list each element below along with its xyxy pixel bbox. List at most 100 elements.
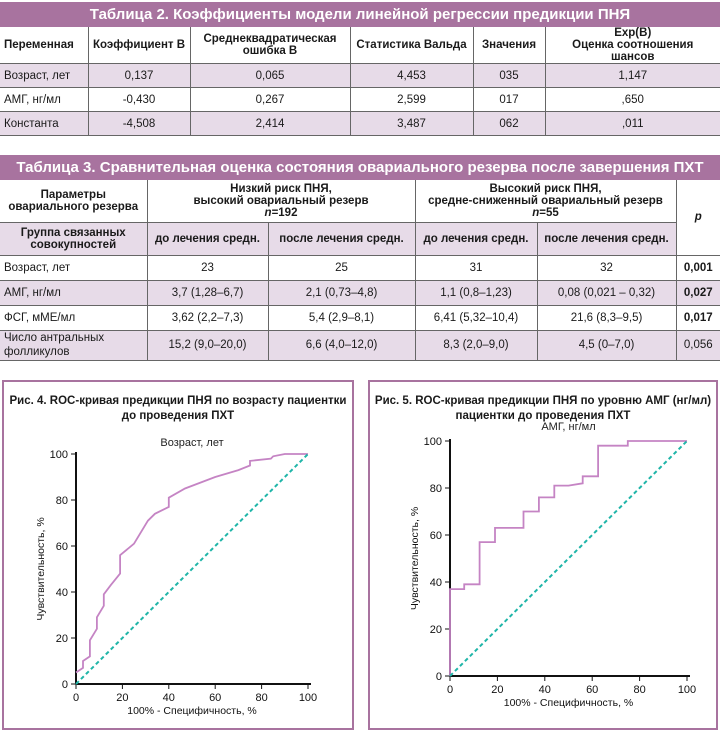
table3-header-low-after: после лечения средн. [268,222,416,255]
table2-cell: 0,267 [190,87,351,112]
table3-cell: 0,08 (0,021 – 0,32) [537,280,677,305]
table3-cell: 4,5 (0–7,0) [537,330,677,360]
table2-header-expb: Exp(B) Оценка соотношения шансов [572,27,694,63]
x-axis-label: 100% - Специфичность, % [127,705,257,717]
x-tick-label: 60 [586,684,598,696]
x-tick-label: 20 [491,684,503,696]
table3-row-label: ФСГ, мМЕ/мл [0,305,148,330]
y-tick-label: 100 [424,436,442,448]
table2-cell: 062 [473,111,546,136]
table-row: Возраст, лет 0,137 0,065 4,453 035 1,147 [0,63,720,88]
table3-subheader-row: Группа связанных совокупностей до лечения… [0,222,720,255]
table3-cell: 1,1 (0,8–1,23) [415,280,538,305]
table2-header-sig: Значения [473,27,546,64]
y-axis-label: Чувствительность, % [35,517,47,620]
table3-cell: 15,2 (9,0–20,0) [147,330,269,360]
table2-cell: Возраст, лет [0,63,89,88]
table3-row-label: Число антральных фолликулов [0,330,148,360]
table3-cell: 25 [268,255,416,280]
table3-header-params: Параметры овариального резерва [0,180,148,222]
x-tick-label: 100 [678,684,696,696]
table2-cell: ,650 [621,93,644,106]
table3-row-label: Возраст, лет [0,255,148,280]
chart-title: АМГ, нг/мл [541,421,595,433]
table2-cell: 035 [473,63,546,88]
chart-title: Возраст, лет [160,437,223,449]
table2-header-coef: Коэффициент B [88,27,191,64]
table3-cell: 2,1 (0,73–4,8) [268,280,416,305]
table3-p-value: 0,001 [683,261,713,274]
table3-cell: 21,6 (8,3–9,5) [537,305,677,330]
table-row: Число антральных фолликулов 15,2 (9,0–20,… [0,330,720,360]
x-tick-label: 80 [633,684,645,696]
table3-cell: 31 [415,255,538,280]
roc-curve-line [449,440,687,676]
table3-cell: 5,4 (2,9–8,1) [268,305,416,330]
x-axis-label: 100% - Специфичность, % [504,697,634,709]
x-tick-label: 20 [116,692,128,704]
table-row: АМГ, нг/мл -0,430 0,267 2,599 017 ,650 [0,87,720,112]
table2-cell: АМГ, нг/мл [0,87,89,112]
table2-header-row: Переменная Коэффициент B Среднеквадратич… [0,27,720,64]
table2-cell: 4,453 [350,63,474,88]
y-tick-label: 20 [430,624,442,636]
table2-cell: Константа [0,111,89,136]
table2-header-se: Среднеквадратическая ошибка B [190,27,351,64]
y-tick-label: 60 [430,530,442,542]
table3-p-value: 0,056 [683,339,713,351]
table2-cell: 017 [473,87,546,112]
y-tick-label: 20 [56,633,68,645]
y-axis-label: Чувствительность, % [409,507,421,610]
figure5-title: Рис. 5. ROC-кривая предикции ПНЯ по уров… [374,395,712,422]
figure4-title: Рис. 4. ROC-кривая предикции ПНЯ по возр… [9,395,347,422]
figure4-frame: Рис. 4. ROC-кривая предикции ПНЯ по возр… [2,380,354,730]
table2-cell: -4,508 [88,111,191,136]
x-tick-label: 0 [447,684,453,696]
table3-cell: 32 [537,255,677,280]
table3-header-high-after: после лечения средн. [537,222,677,255]
y-tick-label: 0 [436,671,442,683]
figure5-chart: АМГ, нг/мл 0 20 40 60 80 100 0 20 40 60 80 100 100% -… [409,421,696,709]
y-tick-label: 0 [62,679,68,691]
table3-cell: 3,7 (1,28–6,7) [147,280,269,305]
x-tick-label: 0 [73,692,79,704]
table3-header-high-risk: Высокий риск ПНЯ, средне-сниженный овариа… [415,180,677,222]
table2-cell: ,011 [621,117,644,130]
x-tick-label: 100 [299,692,317,704]
table3-header-subgroup: Группа связанных совокупностей [0,222,148,255]
x-tick-label: 80 [255,692,267,704]
table2: Переменная Коэффициент B Среднеквадратич… [0,27,720,136]
table2-cell: 0,137 [88,63,191,88]
table3-cell: 6,6 (4,0–12,0) [268,330,416,360]
table2-cell: 0,065 [190,63,351,88]
table3-header-low-before: до лечения средн. [147,222,269,255]
reference-diagonal-line [449,440,688,677]
table3-cell: 8,3 (2,0–9,0) [415,330,538,360]
table3-group-header-row: Параметры овариального резерва Низкий рис… [0,180,720,223]
y-tick-label: 40 [430,577,442,589]
y-tick-label: 40 [56,587,68,599]
table3-title: Таблица 3. Сравнительная оценка состояни… [0,155,720,180]
table3-header-p: p [694,211,702,224]
table-row: Константа -4,508 2,414 3,487 062 ,011 [0,111,720,136]
table2-header-wald: Статистика Вальда [350,27,474,64]
table3-cell: 3,62 (2,2–7,3) [147,305,269,330]
table3-header-low-risk: Низкий риск ПНЯ, высокий овариальный резе… [147,180,416,222]
table2-cell: 2,599 [350,87,474,112]
x-tick-label: 40 [539,684,551,696]
x-tick-label: 60 [209,692,221,704]
figure5-frame: Рис. 5. ROC-кривая предикции ПНЯ по уров… [368,380,718,730]
table3-cell: 23 [147,255,269,280]
roc-curve-line [75,453,308,674]
x-tick-label: 40 [163,692,175,704]
table3-cell: 6,41 (5,32–10,4) [415,305,538,330]
table2-cell: 1,147 [618,69,648,82]
y-tick-label: 80 [56,495,68,507]
table3: Параметры овариального резерва Низкий рис… [0,180,720,361]
table-row: Возраст, лет 23 25 31 32 0,001 [0,255,720,280]
table3-p-value: 0,017 [683,311,713,324]
table3-header-high-before: до лечения средн. [415,222,538,255]
y-tick-label: 100 [50,449,68,461]
table-row: АМГ, нг/мл 3,7 (1,28–6,7) 2,1 (0,73–4,8)… [0,280,720,305]
y-tick-label: 80 [430,483,442,495]
